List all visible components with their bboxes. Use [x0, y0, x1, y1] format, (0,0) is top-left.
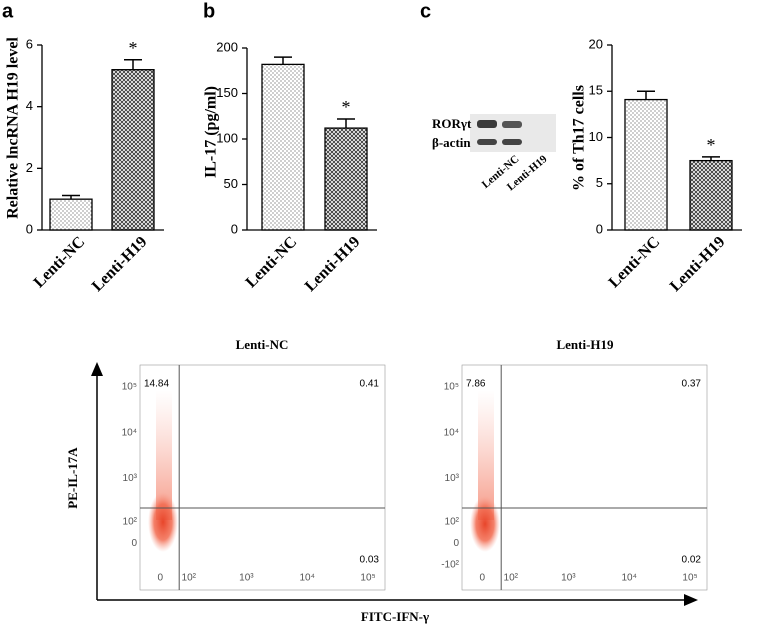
- x-tick-label: Lenti-NC: [243, 233, 301, 291]
- blot-band: [502, 121, 522, 128]
- bar: [624, 98, 668, 231]
- quadrant-percent: 0.41: [360, 379, 380, 390]
- arrow-head: [91, 362, 103, 376]
- bar: [111, 69, 155, 231]
- x-tick-label: Lenti-NC: [606, 233, 664, 291]
- significance-mark: *: [342, 97, 351, 117]
- y-tick-label: 6: [26, 36, 33, 51]
- bar: [49, 198, 93, 231]
- y-tick-label: 10⁴: [122, 427, 137, 438]
- y-tick-label: 4: [26, 98, 33, 113]
- y-tick-label: 5: [596, 175, 603, 190]
- significance-mark: *: [129, 38, 138, 58]
- protein-label: RORγt: [432, 116, 472, 131]
- quadrant-percent: 7.86: [466, 379, 486, 390]
- flow-axes: [96, 372, 688, 601]
- blot-band: [477, 139, 497, 145]
- y-tick-label: 0: [131, 538, 137, 549]
- y-tick-label: 10⁵: [444, 381, 459, 392]
- x-tick-label: 0: [479, 573, 485, 584]
- y-tick-label: 10³: [123, 473, 138, 484]
- cell-spray: [478, 390, 494, 520]
- quadrant-percent: 0.02: [682, 555, 702, 566]
- panel-label: a: [2, 0, 14, 22]
- cell-cloud: [470, 496, 500, 552]
- y-tick-label: 10³: [445, 473, 460, 484]
- x-tick-label: 10³: [561, 573, 576, 584]
- x-tick-label: 10⁴: [621, 573, 636, 584]
- western-blot: [470, 114, 556, 152]
- y-tick-label: 50: [224, 176, 238, 191]
- x-tick-label: 10²: [504, 573, 519, 584]
- y-tick-label: 200: [216, 39, 238, 54]
- y-tick-label: 0: [453, 538, 459, 549]
- x-tick-label: 10³: [239, 573, 254, 584]
- quadrant-percent: 14.84: [144, 379, 169, 390]
- y-axis-label: IL-17 (pg/ml): [203, 86, 220, 178]
- plot-title: Lenti-NC: [236, 337, 289, 352]
- quadrant-percent: 0.03: [360, 555, 380, 566]
- y-tick-label: 10⁵: [122, 381, 137, 392]
- significance-mark: *: [707, 135, 716, 155]
- x-tick-label: Lenti-NC: [31, 233, 89, 291]
- cell-cloud: [148, 492, 178, 552]
- y-tick-label: 100: [216, 130, 238, 145]
- x-tick-label: Lenti-H19: [667, 233, 729, 295]
- y-tick-label: 10²: [123, 516, 138, 527]
- x-tick-label: 0: [157, 573, 163, 584]
- cell-density: [148, 390, 500, 552]
- y-axis-label: % of Th17 cells: [571, 85, 588, 191]
- bar: [689, 159, 733, 231]
- y-tick-label: -10²: [441, 559, 459, 570]
- y-tick-label: 0: [231, 221, 238, 236]
- arrow-head: [684, 594, 698, 606]
- blot-background: [470, 114, 556, 152]
- x-axis-label: FITC-IFN-γ: [361, 609, 429, 624]
- bar: [324, 127, 368, 231]
- y-tick-label: 150: [216, 85, 238, 100]
- y-tick-label: 10²: [445, 516, 460, 527]
- blot-band: [477, 120, 497, 128]
- plot-frame: [139, 364, 386, 591]
- x-tick-label: 10⁴: [299, 573, 314, 584]
- panel-label: c: [420, 0, 431, 22]
- x-tick-label: Lenti-H19: [89, 233, 151, 295]
- bar: [261, 63, 305, 231]
- plot-title: Lenti-H19: [556, 337, 614, 352]
- y-tick-label: 2: [26, 160, 33, 175]
- quadrant-percent: 0.37: [682, 379, 702, 390]
- x-tick-label: 10⁵: [682, 573, 697, 584]
- y-tick-label: 20: [589, 36, 603, 51]
- x-tick-label: 10²: [182, 573, 197, 584]
- cell-spray: [156, 390, 172, 520]
- y-tick-label: 0: [596, 221, 603, 236]
- blot-band: [502, 139, 522, 145]
- y-axis-label: PE-IL-17A: [65, 447, 80, 509]
- y-tick-label: 15: [589, 83, 603, 98]
- y-tick-label: 0: [26, 221, 33, 236]
- x-tick-label: Lenti-H19: [302, 233, 364, 295]
- plot-frame: [461, 364, 708, 591]
- panel-label: b: [203, 0, 215, 22]
- protein-label: β-actin: [432, 135, 471, 150]
- x-tick-label: 10⁵: [360, 573, 375, 584]
- y-axis-label: Relative lncRNA H19 level: [5, 37, 22, 219]
- y-tick-label: 10: [589, 129, 603, 144]
- y-tick-label: 10⁴: [444, 427, 459, 438]
